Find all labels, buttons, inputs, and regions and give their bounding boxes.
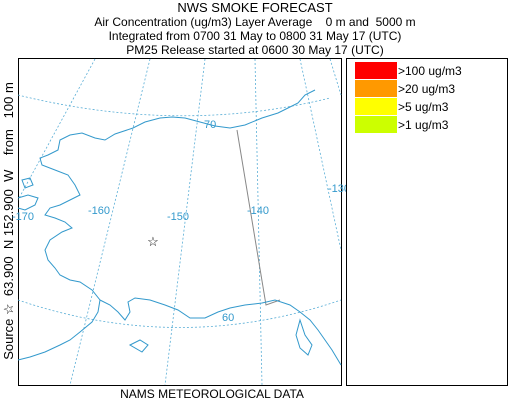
coastline: [17, 194, 39, 211]
graticule: [164, 58, 206, 386]
header-line: Integrated from 0700 31 May to 0800 31 M…: [109, 29, 402, 43]
graticule: [17, 299, 342, 328]
graticule: [299, 58, 342, 251]
longitude-label: -130: [328, 183, 350, 195]
legend-swatch: [355, 80, 397, 97]
source-label: Source ☆ 63.900 N 152.900 W from 100 m: [1, 82, 16, 360]
coastline: [21, 177, 34, 189]
coastline: [128, 339, 149, 353]
coastline: [99, 297, 342, 366]
longitude-label: -140: [247, 205, 269, 217]
graticule: [17, 58, 96, 201]
map-frame: [18, 58, 342, 386]
source-marker: ☆: [147, 234, 159, 249]
boundary: [236, 129, 281, 306]
legend-swatch: [355, 62, 397, 79]
legend-label: >20 ug/m3: [398, 82, 455, 96]
title: NWS SMOKE FORECAST: [177, 0, 332, 15]
legend-label: >1 ug/m3: [398, 118, 449, 132]
legend-label: >100 ug/m3: [398, 64, 462, 78]
longitude-label: -170: [12, 211, 34, 223]
legend-label: >5 ug/m3: [398, 100, 449, 114]
longitude-label: -150: [167, 211, 189, 223]
header-line: Air Concentration (ug/m3) Layer Average …: [94, 15, 415, 29]
latitude-label: 60: [222, 312, 234, 324]
longitude-label: -160: [88, 205, 110, 217]
legend-swatch: [355, 98, 397, 115]
header-line: PM25 Release started at 0600 30 May 17 (…: [126, 43, 383, 57]
legend-swatch: [355, 116, 397, 133]
map: [17, 58, 342, 386]
legend: >100 ug/m3 >20 ug/m3 >5 ug/m3 >1 ug/m3: [355, 62, 462, 133]
footer: NAMS METEOROLOGICAL DATA: [120, 387, 304, 401]
latitude-label: 70: [204, 119, 216, 131]
coastline: [295, 318, 313, 356]
graticule: [17, 94, 331, 117]
coastline: [17, 89, 316, 361]
